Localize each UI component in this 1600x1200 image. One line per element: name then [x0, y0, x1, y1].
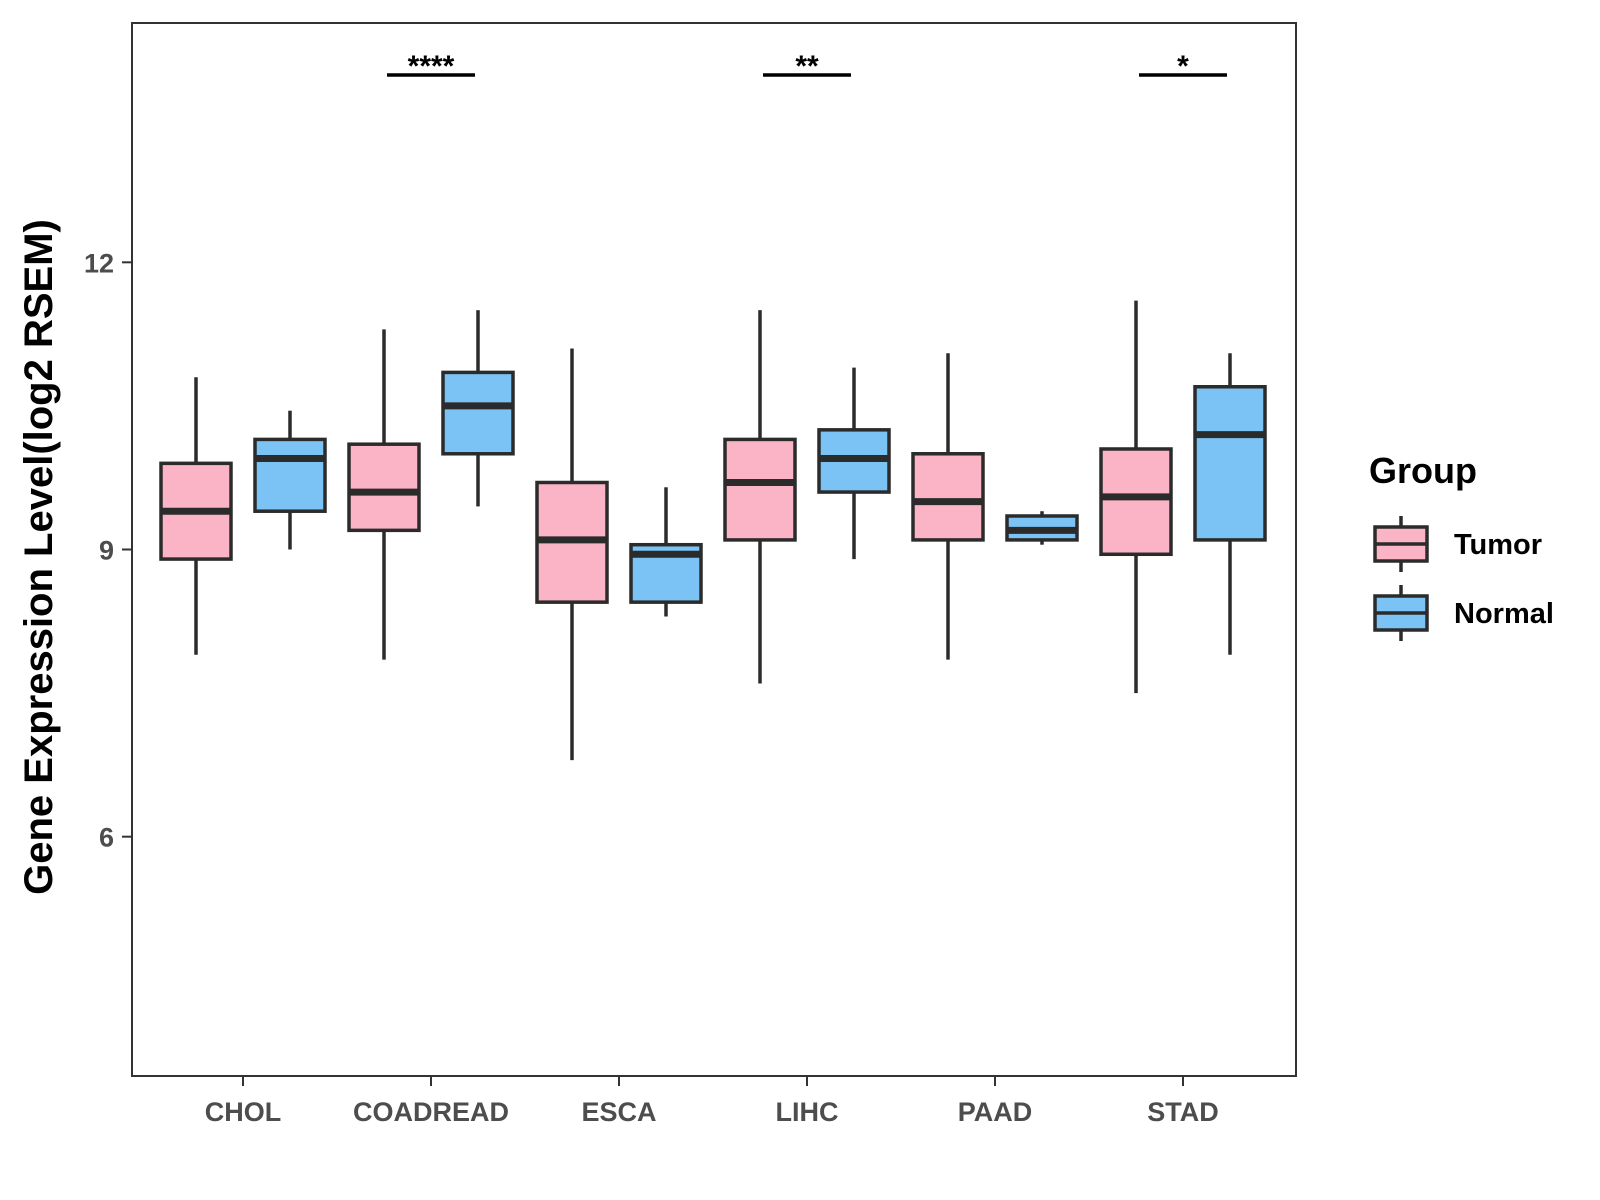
significance-layer: **** ** *	[387, 50, 1227, 83]
y-tick-label: 12	[84, 248, 114, 278]
box-normal-stad	[1193, 353, 1267, 655]
legend-label: Tumor	[1454, 529, 1542, 561]
significance-label: ****	[408, 50, 455, 83]
legend-item-tumor: Tumor	[1373, 516, 1542, 572]
significance-coadread: ****	[387, 50, 475, 83]
box-tumor-coadread	[347, 329, 421, 660]
box-tumor-esca	[535, 348, 609, 761]
significance-label: **	[795, 50, 819, 83]
x-tick-label: ESCA	[581, 1097, 656, 1127]
box-tumor-lihc	[723, 310, 797, 684]
box-normal-paad	[1005, 511, 1079, 545]
x-tick-label: COADREAD	[353, 1097, 509, 1127]
box-normal-coadread	[441, 310, 515, 507]
significance-lihc: **	[763, 50, 851, 83]
box-tumor-chol	[159, 377, 233, 655]
box-normal-chol	[253, 410, 327, 550]
x-tick-label: LIHC	[776, 1097, 839, 1127]
legend-item-normal: Normal	[1373, 585, 1554, 641]
boxes-layer	[159, 300, 1267, 761]
x-tick-label: CHOL	[205, 1097, 282, 1127]
y-tick-label: 9	[99, 536, 114, 566]
axes-layer: 6 9 12 CHOL COADREAD ESCA LIHC PAAD STAD	[84, 248, 1219, 1127]
legend: Group Tumor Normal	[1369, 450, 1554, 641]
box-body	[441, 370, 515, 456]
box-body	[347, 442, 421, 533]
box-body	[911, 452, 985, 542]
box-body	[1099, 447, 1173, 557]
box-normal-lihc	[817, 367, 891, 560]
significance-stad: *	[1139, 50, 1227, 83]
significance-label: *	[1177, 50, 1189, 83]
box-tumor-paad	[911, 353, 985, 660]
y-tick-label: 6	[99, 823, 114, 853]
x-tick-label: PAAD	[958, 1097, 1033, 1127]
legend-title: Group	[1369, 450, 1477, 491]
legend-label: Normal	[1454, 598, 1554, 630]
box-normal-esca	[629, 487, 703, 617]
box-tumor-stad	[1099, 300, 1173, 694]
box-body	[1193, 385, 1267, 542]
x-tick-label: STAD	[1147, 1097, 1219, 1127]
y-axis-label: Gene Expression Level(log2 RSEM)	[17, 219, 61, 895]
box-body	[253, 437, 327, 513]
box-body	[723, 437, 797, 542]
